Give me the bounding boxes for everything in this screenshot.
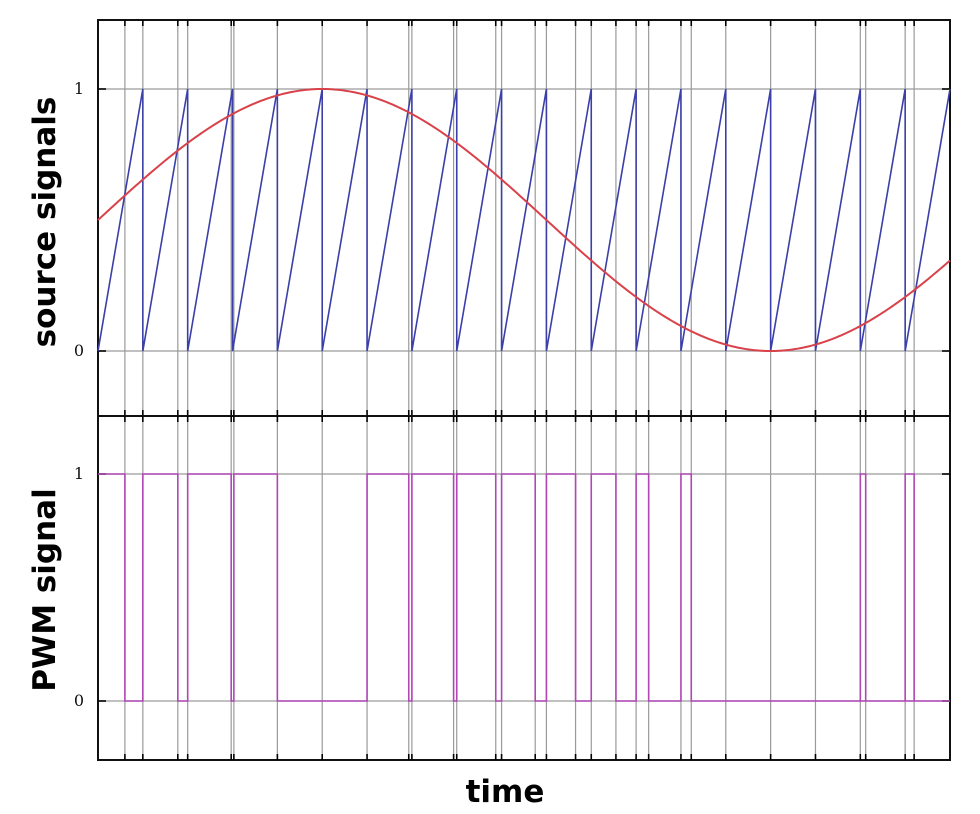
bottom-pwm-pulse [904, 473, 915, 701]
top-series-sawtooth [97, 88, 951, 352]
bottom-plot-frame [97, 415, 951, 761]
pwm-signal-panel: 01 [74, 415, 951, 761]
bottom-pwm-pulse [859, 473, 867, 701]
bottom-series-step [98, 473, 950, 702]
bottom-y-axis-title: PWM signal [27, 488, 63, 691]
x-axis-title: time [466, 774, 545, 810]
top-series-sine [97, 87, 951, 353]
top-y-tick-label: 1 [74, 79, 84, 98]
top-y-tick-label: 0 [74, 341, 84, 360]
source-signals-panel: 01 [74, 19, 951, 417]
bottom-y-tick-label: 1 [74, 464, 84, 483]
top-y-axis-title: source signals [27, 97, 63, 348]
bottom-y-tick-label: 0 [74, 691, 84, 710]
